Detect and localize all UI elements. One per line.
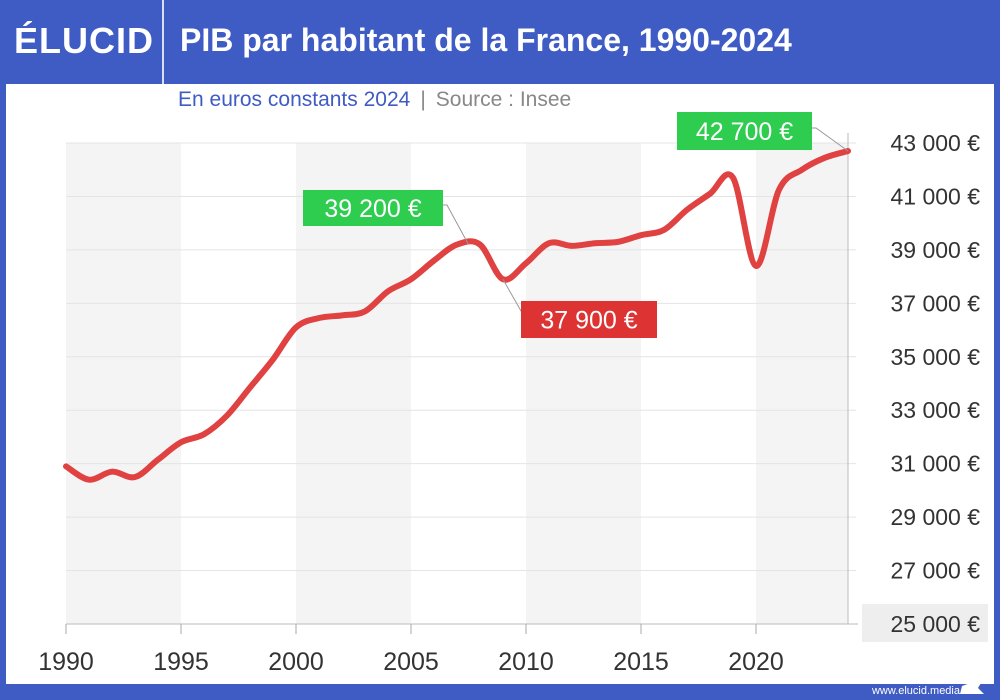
y-tick-label: 35 000 € <box>890 344 980 370</box>
y-tick-label: 41 000 € <box>890 183 980 209</box>
y-tick-label: 31 000 € <box>890 451 980 477</box>
x-tick-label: 2000 <box>268 648 324 676</box>
subtitle-text: En euros constants 2024 <box>178 88 411 111</box>
annotation-label: 39 200 € <box>324 195 421 223</box>
y-baseline-label-bg <box>862 604 988 642</box>
background-band <box>526 143 641 624</box>
source: Source : Insee <box>435 88 572 111</box>
logo: ÉLUCID <box>14 20 154 61</box>
header: ÉLUCID PIB par habitant de la France, 19… <box>0 0 1000 84</box>
y-tick-label: 43 000 € <box>890 130 980 156</box>
elucid-flag-icon <box>960 678 984 694</box>
y-tick-label: 27 000 € <box>890 558 980 584</box>
annotation-box <box>677 112 812 150</box>
chart-title: PIB par habitant de la France, 1990-2024 <box>180 22 792 58</box>
background-band <box>66 143 181 624</box>
x-tick-label: 1995 <box>153 648 209 676</box>
annotation-box <box>303 190 443 226</box>
x-tick-label: 2015 <box>613 648 669 676</box>
x-tick-label: 1990 <box>38 648 94 676</box>
annotation-leader <box>812 127 849 152</box>
annotation-leader <box>443 204 469 245</box>
footer-url[interactable]: www.elucid.media <box>871 685 960 697</box>
x-tick-label: 2010 <box>498 648 554 676</box>
y-tick-label: 25 000 € <box>890 611 980 637</box>
separator: | <box>420 88 426 111</box>
y-tick-label: 39 000 € <box>890 237 980 263</box>
annotation-box <box>521 301 657 338</box>
x-tick-label: 2005 <box>383 648 439 676</box>
annotation-label: 37 900 € <box>540 307 637 335</box>
y-tick-label: 37 000 € <box>890 290 980 316</box>
subtitle: En euros constants 2024 | Source : Insee <box>178 88 571 112</box>
y-tick-label: 33 000 € <box>890 397 980 423</box>
divider <box>162 0 164 84</box>
data-line <box>63 148 851 483</box>
y-tick-label: 29 000 € <box>890 504 980 530</box>
annotation-label: 42 700 € <box>696 118 793 146</box>
x-tick-label: 2020 <box>728 648 784 676</box>
